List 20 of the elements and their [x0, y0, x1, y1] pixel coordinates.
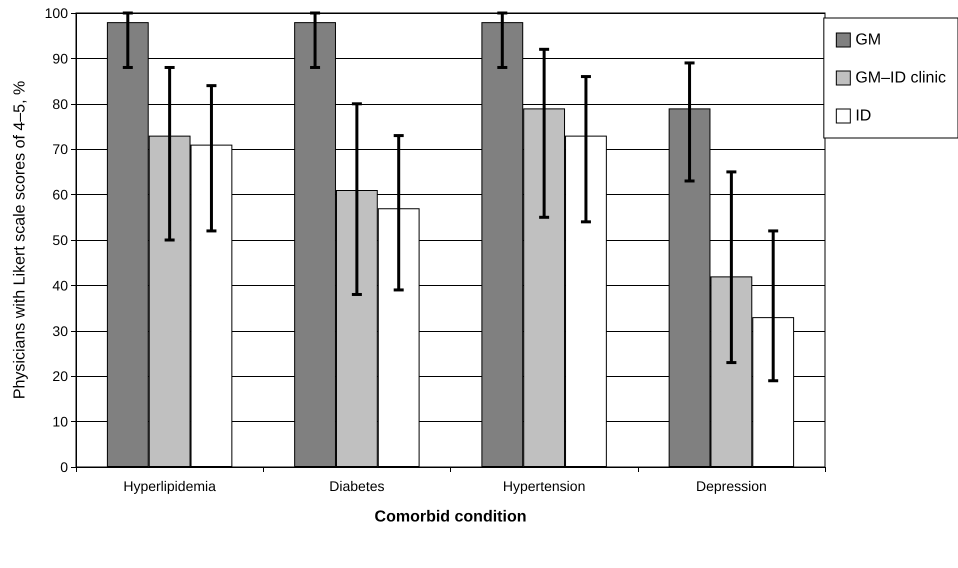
- y-tick-label: 40: [52, 277, 68, 294]
- y-tick-label: 30: [52, 322, 68, 339]
- y-tick-label: 60: [52, 186, 68, 203]
- y-tick-label: 50: [52, 232, 68, 248]
- legend-label: GM–ID clinic: [855, 70, 946, 86]
- y-tick-label: 0: [60, 459, 68, 475]
- x-tick-label: Depression: [696, 478, 767, 494]
- x-tick-label: Hyperlipidemia: [123, 478, 216, 494]
- x-tick-label: Diabetes: [329, 478, 385, 494]
- legend-label: GM: [855, 32, 882, 48]
- y-tick-label: 70: [52, 141, 68, 158]
- y-tick-label: 10: [52, 414, 68, 430]
- x-tick-label: Hypertension: [502, 478, 586, 494]
- y-tick-label: 90: [52, 50, 68, 66]
- legend-label: ID: [855, 108, 872, 124]
- y-tick-label: 80: [52, 96, 68, 112]
- x-axis-title: Comorbid condition: [374, 508, 526, 526]
- y-axis-title: Physicians with Likert scale scores of 4–5, %: [12, 80, 28, 400]
- y-tick-label: 100: [44, 5, 68, 21]
- y-tick-label: 20: [52, 368, 68, 384]
